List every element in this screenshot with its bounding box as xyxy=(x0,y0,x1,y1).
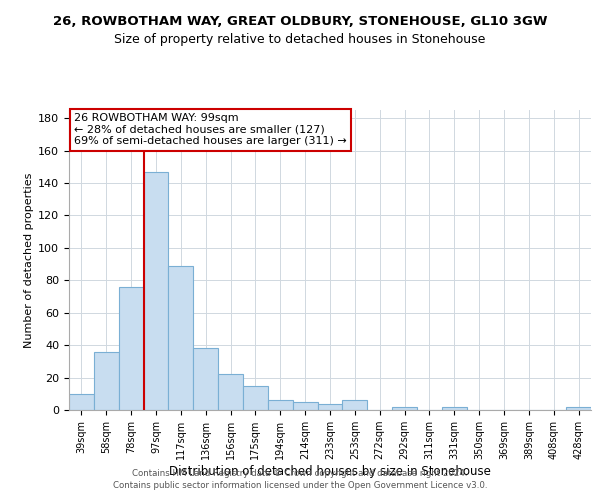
Bar xyxy=(343,400,367,410)
Bar xyxy=(442,407,467,410)
Bar xyxy=(119,287,143,410)
Bar xyxy=(94,352,119,410)
Text: Contains HM Land Registry data © Crown copyright and database right 2024.: Contains HM Land Registry data © Crown c… xyxy=(132,468,468,477)
Bar xyxy=(193,348,218,410)
Bar xyxy=(293,402,317,410)
Text: Size of property relative to detached houses in Stonehouse: Size of property relative to detached ho… xyxy=(115,32,485,46)
Text: 26, ROWBOTHAM WAY, GREAT OLDBURY, STONEHOUSE, GL10 3GW: 26, ROWBOTHAM WAY, GREAT OLDBURY, STONEH… xyxy=(53,15,547,28)
Bar xyxy=(317,404,343,410)
Bar xyxy=(243,386,268,410)
Bar xyxy=(566,407,591,410)
X-axis label: Distribution of detached houses by size in Stonehouse: Distribution of detached houses by size … xyxy=(169,465,491,478)
Bar xyxy=(169,266,193,410)
Bar xyxy=(268,400,293,410)
Bar xyxy=(69,394,94,410)
Text: 26 ROWBOTHAM WAY: 99sqm
← 28% of detached houses are smaller (127)
69% of semi-d: 26 ROWBOTHAM WAY: 99sqm ← 28% of detache… xyxy=(74,113,347,146)
Bar xyxy=(143,172,169,410)
Bar xyxy=(218,374,243,410)
Bar xyxy=(392,407,417,410)
Text: Contains public sector information licensed under the Open Government Licence v3: Contains public sector information licen… xyxy=(113,481,487,490)
Y-axis label: Number of detached properties: Number of detached properties xyxy=(24,172,34,348)
